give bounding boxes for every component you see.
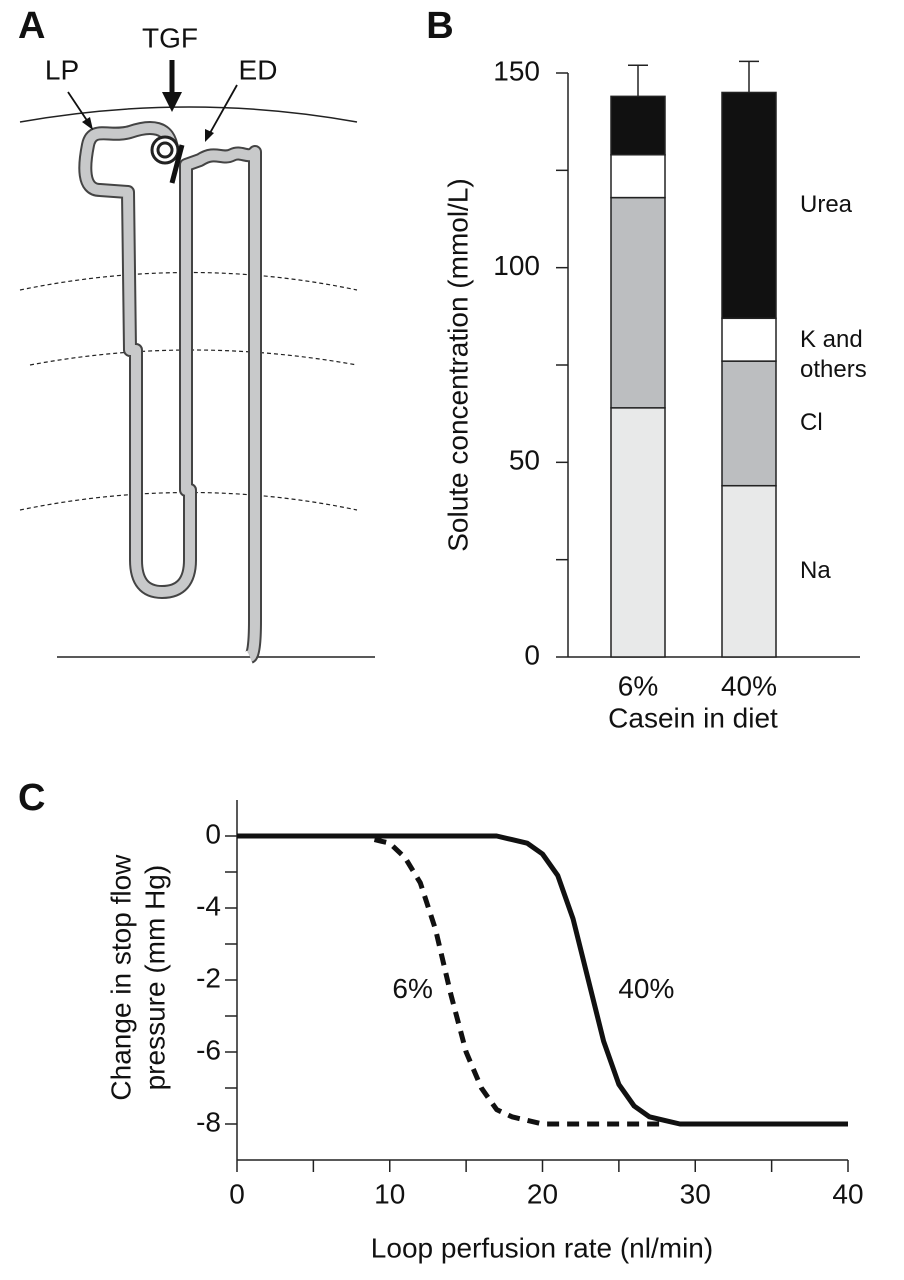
panel-label: C (18, 777, 45, 819)
glomerulus-inner (156, 141, 174, 159)
y-tick-label: 100 (493, 250, 540, 281)
error-bar (739, 60, 759, 93)
y-tick-label: 0 (205, 818, 221, 849)
error-bar (628, 64, 648, 97)
bar-segment (721, 484, 777, 658)
lp-arrow (67, 91, 89, 123)
x-tick-label: 10 (374, 1178, 405, 1209)
macula-densa (169, 144, 185, 184)
ed-arrow (209, 84, 238, 134)
y-tick-label: -2 (196, 962, 221, 993)
x-tick-label: 6% (618, 670, 658, 701)
x-axis-label: Loop perfusion rate (nl/min) (371, 1232, 713, 1263)
zone-line (29, 349, 358, 366)
bar-segment (721, 360, 777, 487)
diagram-label: ED (239, 54, 278, 85)
x-tick-label: 40% (721, 670, 777, 701)
series-label: 40% (618, 973, 674, 1004)
line-series (237, 833, 848, 1127)
y-tick-label: -4 (196, 890, 221, 921)
y-tick-label: 50 (509, 445, 540, 476)
tgf-arrowhead (162, 92, 182, 112)
bar-segment (610, 196, 666, 409)
x-tick-label: 30 (680, 1178, 711, 1209)
diagram-label: TGF (142, 22, 198, 53)
series-label: 6% (392, 973, 432, 1004)
y-tick-label: 0 (524, 639, 540, 670)
x-axis-label: Casein in diet (608, 702, 778, 733)
bar-segment (721, 91, 777, 320)
legend-label: Urea (800, 191, 853, 219)
bar-segment (610, 154, 666, 199)
bar-segment (721, 317, 777, 362)
lp-arrowhead (82, 117, 93, 130)
x-tick-label: 20 (527, 1178, 558, 1209)
capsule-line (19, 106, 358, 123)
panel-label: B (426, 5, 453, 47)
tubule (80, 123, 260, 662)
diagram-label: LP (45, 54, 79, 85)
nephron-diagram: A LP TGF ED (18, 5, 375, 664)
y-tick-label: 150 (493, 55, 540, 86)
x-tick-label: 40 (832, 1178, 863, 1209)
y-axis-label: Solute concentration (mmol/L) (442, 178, 473, 552)
panel-label: A (18, 5, 45, 47)
ed-arrowhead (205, 129, 214, 142)
legend-label: Cl (800, 409, 823, 437)
tubule-outline (78, 121, 262, 664)
y-axis-label: Change in stop flow pressure (mm Hg) (105, 854, 170, 1101)
y-tick-label: -6 (196, 1034, 221, 1065)
bar-segment (610, 407, 666, 658)
legend-label: K and others (800, 325, 867, 383)
y-tick-label: -8 (196, 1106, 221, 1137)
legend-label: Na (800, 557, 831, 585)
bar-segment (610, 95, 666, 156)
x-tick-label: 0 (229, 1178, 245, 1209)
glomerulus (150, 135, 180, 165)
line-series (373, 837, 665, 1127)
